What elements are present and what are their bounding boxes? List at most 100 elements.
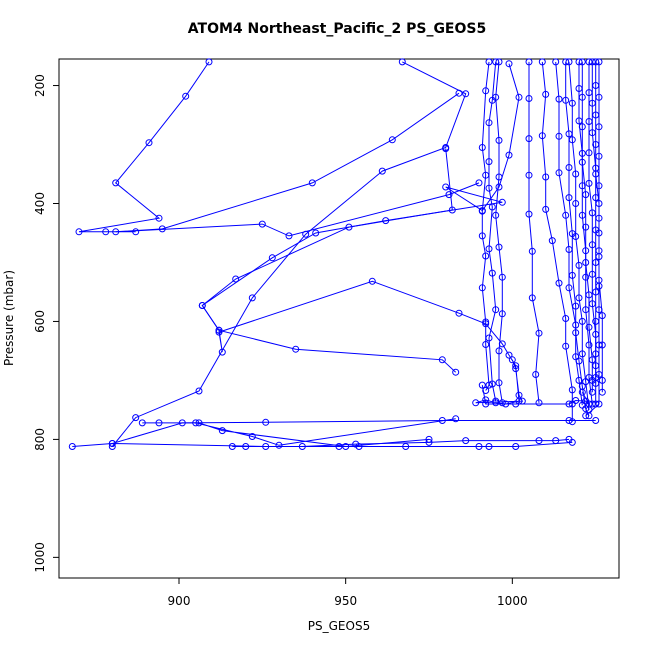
data-point [555, 169, 563, 177]
data-point [585, 291, 593, 299]
data-point [442, 183, 450, 191]
data-point [178, 419, 186, 427]
data-point [292, 345, 300, 353]
data-point [595, 276, 603, 284]
data-point [455, 309, 463, 317]
data-point [258, 220, 266, 228]
data-point [595, 182, 603, 190]
plot-area [68, 58, 606, 450]
data-point [382, 217, 390, 225]
data-point [482, 387, 490, 394]
data-point [578, 149, 586, 157]
data-point [108, 440, 116, 447]
data-point [215, 328, 223, 336]
data-point [445, 191, 453, 199]
data-point [542, 205, 550, 213]
data-point [578, 350, 586, 358]
data-point [588, 99, 596, 107]
data-point [482, 341, 490, 348]
data-point [588, 270, 596, 278]
series-line [555, 61, 583, 406]
data-point [462, 90, 470, 98]
x-axis: 900 950 1000 [168, 578, 528, 608]
x-tick-label: 950 [334, 594, 357, 608]
data-point [582, 306, 590, 314]
data-point [598, 376, 606, 384]
series-line [481, 61, 490, 391]
data-point [485, 334, 493, 342]
series-line [591, 61, 597, 404]
data-point [595, 341, 603, 349]
data-point [352, 440, 360, 448]
data-point [462, 437, 470, 445]
data-point [572, 302, 580, 310]
data-point [182, 92, 190, 100]
data-point [488, 203, 496, 211]
series-line [488, 61, 497, 402]
data-point [595, 200, 603, 207]
data-point [575, 117, 583, 125]
data-point [592, 317, 600, 325]
data-point [342, 443, 350, 450]
data-point [538, 58, 546, 66]
data-point [585, 406, 593, 414]
data-point [485, 443, 493, 450]
series-line [142, 418, 456, 448]
data-point [485, 58, 493, 66]
data-point [595, 58, 603, 66]
data-point [485, 158, 493, 166]
series-line [495, 61, 503, 403]
series-line [78, 61, 210, 233]
data-point [498, 399, 506, 407]
data-point [525, 135, 533, 143]
data-point [448, 206, 456, 214]
data-point [562, 58, 570, 66]
data-point [568, 418, 576, 426]
data-point [565, 164, 573, 171]
y-tick-label: 400 [33, 192, 47, 215]
data-point [402, 443, 410, 450]
data-point [425, 435, 433, 443]
data-point [482, 396, 490, 404]
data-point [565, 435, 573, 443]
data-point [595, 371, 603, 378]
data-point [232, 275, 240, 283]
data-point [592, 362, 600, 370]
data-point [562, 211, 570, 219]
data-point [482, 400, 490, 408]
data-point [345, 223, 353, 231]
data-point [592, 111, 600, 119]
series-line [72, 438, 570, 447]
data-point [478, 284, 486, 292]
data-point [595, 247, 603, 255]
data-point [485, 184, 493, 192]
data-point [592, 350, 600, 358]
data-point [498, 273, 506, 281]
data-point [285, 232, 293, 240]
data-point [512, 362, 520, 370]
data-point [205, 58, 213, 66]
data-point [598, 388, 606, 396]
data-point [495, 379, 503, 387]
data-point [492, 93, 500, 101]
data-point [578, 182, 586, 190]
data-point [68, 443, 76, 450]
data-point [508, 356, 516, 364]
chart-title: ATOM4 Northeast_Pacific_2 PS_GEOS5 [188, 21, 486, 37]
data-point [575, 85, 583, 92]
series-line [112, 420, 596, 444]
data-point [228, 443, 236, 450]
y-tick-label: 1000 [33, 542, 47, 573]
data-point [525, 95, 533, 102]
data-point [592, 379, 600, 387]
data-point [595, 152, 603, 160]
data-point [502, 400, 510, 408]
data-point [592, 170, 600, 178]
data-point [218, 427, 226, 435]
data-point [565, 400, 573, 408]
data-point [575, 357, 583, 365]
data-point [538, 132, 546, 140]
data-point [585, 149, 593, 157]
data-point [592, 288, 600, 296]
